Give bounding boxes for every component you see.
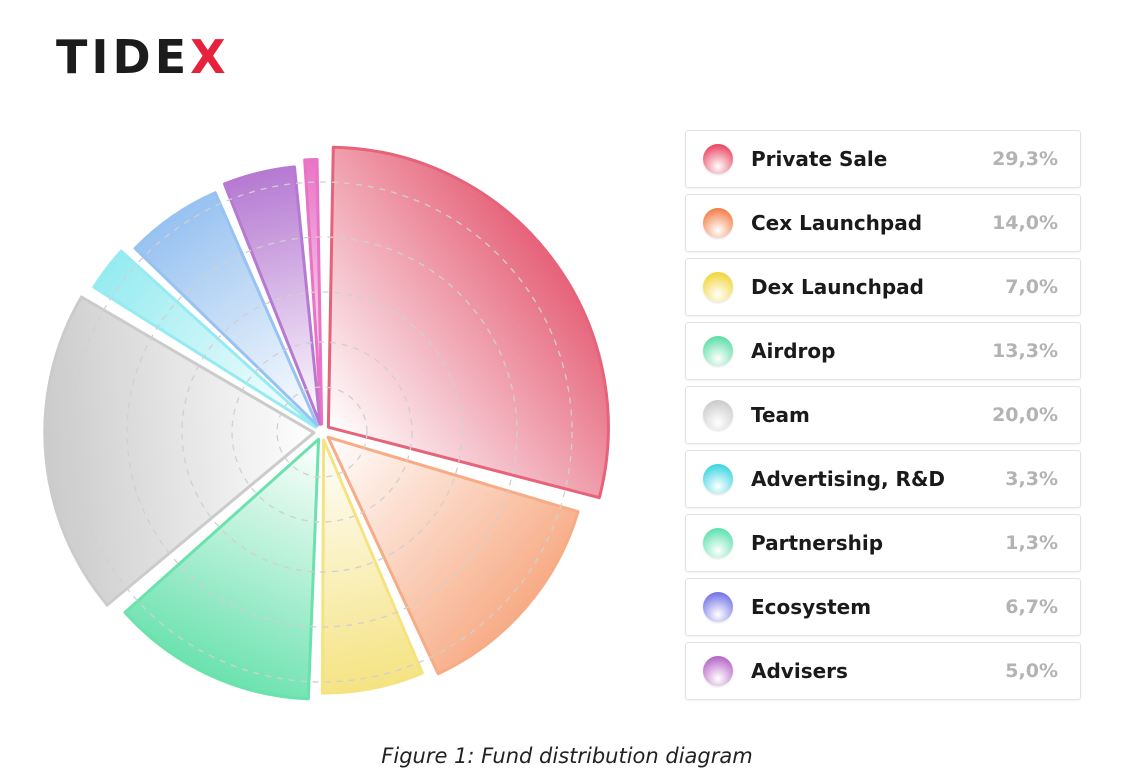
logo-text-main: TID <box>56 30 155 84</box>
legend-label: Private Sale <box>751 147 888 171</box>
legend-value: 1,3% <box>1005 532 1058 554</box>
chart-legend: Private Sale 29,3% Cex Launchpad 14,0% Dex L… <box>685 130 1081 706</box>
pie-slice-cex-launchpad <box>326 435 580 676</box>
legend-color-dot <box>703 336 733 366</box>
legend-item: Team 20,0% <box>685 386 1081 444</box>
pie-slice-airdrop <box>123 437 321 701</box>
grid-circle <box>231 341 413 523</box>
legend-item: Partnership 1,3% <box>685 514 1081 572</box>
legend-value: 7,0% <box>1005 276 1058 298</box>
legend-value: 6,7% <box>1005 596 1058 618</box>
logo-text-accent: X <box>190 30 230 84</box>
legend-color-dot <box>703 208 733 238</box>
legend-value: 14,0% <box>992 212 1058 234</box>
grid-circle <box>181 291 463 573</box>
pie-slice-private-sale <box>326 145 610 500</box>
legend-item: Private Sale 29,3% <box>685 130 1081 188</box>
legend-value: 20,0% <box>992 404 1058 426</box>
grid-circle <box>126 236 518 628</box>
legend-label: Cex Launchpad <box>751 211 923 235</box>
fund-distribution-chart <box>0 100 640 740</box>
legend-label: Partnership <box>751 531 884 555</box>
legend-item: Dex Launchpad 7,0% <box>685 258 1081 316</box>
legend-value: 13,3% <box>992 340 1058 362</box>
grid-circle <box>71 181 573 683</box>
legend-color-dot <box>703 272 733 302</box>
pie-slice-team <box>43 295 316 607</box>
grid-circle <box>276 386 368 478</box>
legend-item: Advertising, R&D 3,3% <box>685 450 1081 508</box>
pie-chart-svg <box>43 145 610 701</box>
legend-item: Cex Launchpad 14,0% <box>685 194 1081 252</box>
figure-caption: Figure 1: Fund distribution diagram <box>381 744 753 768</box>
pie-slice-advisers <box>222 165 322 426</box>
pie-slice-advertising-r-d <box>92 249 318 429</box>
legend-label: Airdrop <box>751 339 836 363</box>
legend-color-dot <box>703 400 733 430</box>
legend-color-dot <box>703 592 733 622</box>
logo-text-mid: E <box>154 30 191 84</box>
pie-slice-ecosystem <box>133 191 319 427</box>
legend-color-dot <box>703 656 733 686</box>
grid-circles <box>71 181 573 683</box>
legend-item: Advisers 5,0% <box>685 642 1081 700</box>
pie-slices <box>43 145 610 701</box>
legend-color-dot <box>703 464 733 494</box>
legend-label: Advisers <box>751 659 848 683</box>
legend-color-dot <box>703 528 733 558</box>
legend-item: Ecosystem 6,7% <box>685 578 1081 636</box>
legend-value: 3,3% <box>1005 468 1058 490</box>
legend-value: 29,3% <box>992 148 1058 170</box>
pie-slice-dex-launchpad <box>320 438 424 695</box>
legend-item: Airdrop 13,3% <box>685 322 1081 380</box>
legend-label: Ecosystem <box>751 595 872 619</box>
legend-label: Dex Launchpad <box>751 275 924 299</box>
legend-label: Advertising, R&D <box>751 467 945 491</box>
legend-label: Team <box>751 403 810 427</box>
legend-color-dot <box>703 144 733 174</box>
legend-value: 5,0% <box>1005 660 1058 682</box>
tidex-logo: TID E X <box>56 34 230 80</box>
